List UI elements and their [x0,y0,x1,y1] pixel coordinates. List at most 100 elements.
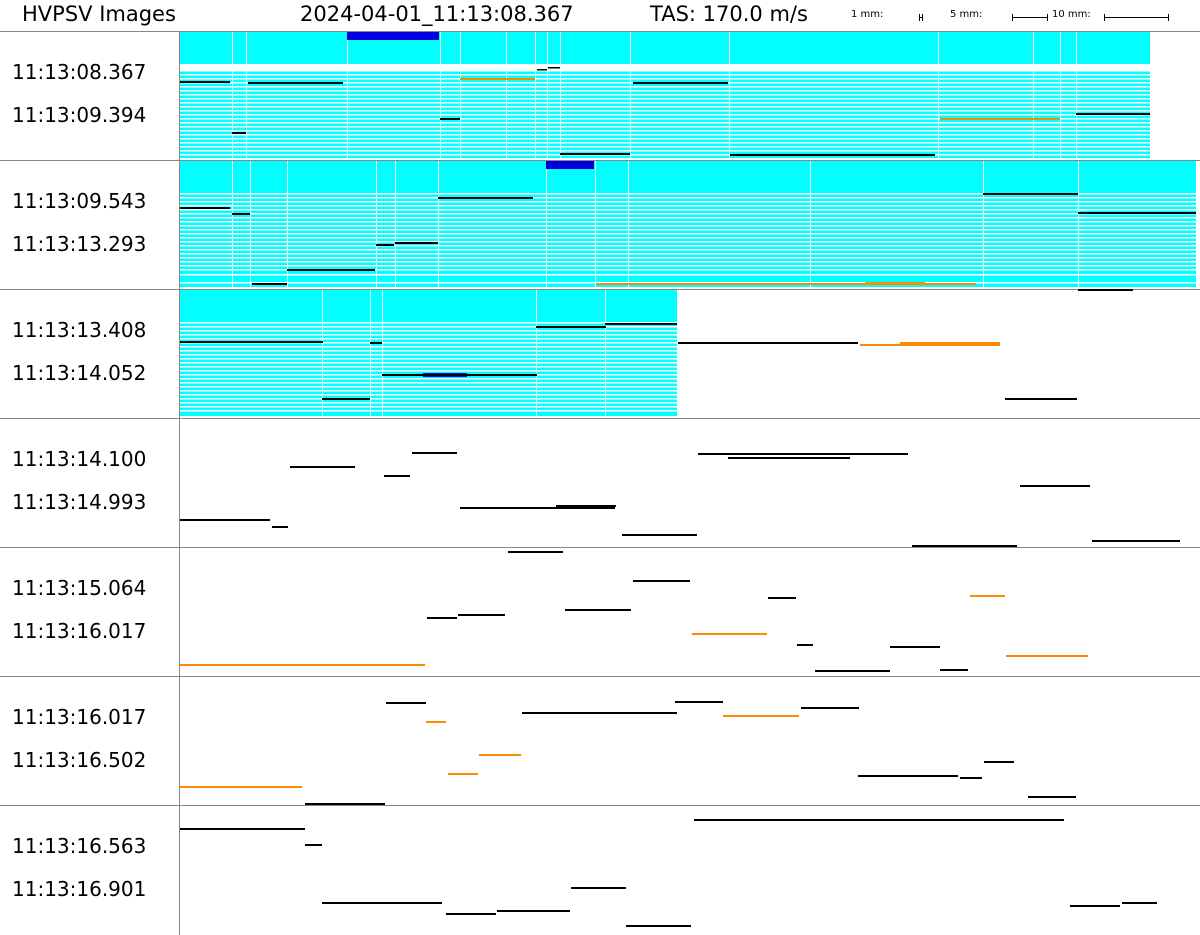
scan-gap [180,362,677,364]
buffer-boundary [250,161,251,287]
probe-title: HVPSV Images [22,2,176,26]
strip-start-time: 11:13:14.100 [12,447,147,471]
particle-image [386,702,426,704]
particle-image [815,670,890,672]
scan-gap [180,261,1196,263]
strip-end-time: 11:13:16.502 [12,748,147,772]
strip-start-time: 11:13:09.543 [12,189,147,213]
scan-gap [180,390,677,392]
strip-end-time: 11:13:14.052 [12,361,147,385]
image-timestamp: 2024-04-01_11:13:08.367 [300,2,574,26]
buffer-boundary [232,32,233,158]
scan-gap [180,282,1196,284]
scan-gap [180,378,677,380]
scan-gap [180,370,677,372]
particle-image [1006,655,1088,657]
particle-image [678,342,858,344]
particle-image [1076,113,1150,115]
scan-gap [180,150,1150,152]
particle-image [940,669,968,671]
buffer-boundary [546,161,547,287]
scan-gap [180,209,1196,211]
particle-image [983,193,1078,195]
scan-gap [180,382,677,384]
particle-image [382,374,537,376]
scan-gap [180,201,1196,203]
scan-gap [180,394,677,396]
scan-gap [180,330,677,332]
strip-start-time: 11:13:13.408 [12,318,147,342]
scan-gap [180,66,1150,68]
scan-gap [180,354,677,356]
buffer-boundary [810,161,811,287]
scan-gap [180,233,1196,235]
particle-image [723,715,799,717]
buffer-boundary [246,32,247,158]
particle-image [395,242,438,244]
strip-end-time: 11:13:14.993 [12,490,147,514]
buffer-boundary [605,290,606,416]
strip-end-time: 11:13:16.017 [12,619,147,643]
particle-image [1020,485,1090,487]
particle-image [728,457,850,459]
scan-gap [180,90,1150,92]
particle-image [984,761,1014,763]
particle-image [322,398,370,400]
strip-end-time: 11:13:16.901 [12,877,147,901]
image-strip [0,676,1200,806]
particle-image [427,617,457,619]
particle-image [622,534,697,536]
particle-image [890,646,940,648]
scan-gap [180,253,1196,255]
scan-gap [180,74,1150,76]
scan-gap [180,274,1196,276]
particle-image [305,803,385,805]
particle-image [970,595,1005,597]
scan-gap [180,322,677,324]
particle-image [960,777,982,779]
buffer-boundary [322,290,323,416]
scan-gap [180,134,1150,136]
particle-image [912,545,1017,547]
saturated-region [180,290,677,416]
particle-image [694,819,1064,821]
buffer-boundary [595,161,596,287]
particle-image [797,644,813,646]
scan-gap [180,86,1150,88]
buffer-boundary [460,32,461,158]
particle-image [438,197,533,199]
particle-image [446,913,496,915]
buffer-boundary [232,161,233,287]
particle-image [248,82,343,84]
scan-gap [180,334,677,336]
scale-10mm-label: 10 mm: [1052,9,1091,20]
scan-gap [180,225,1196,227]
particle-image [232,132,246,134]
scan-gap [180,114,1150,116]
particle-image [548,67,560,69]
particle-image [801,707,859,709]
particle-image [508,551,563,553]
buffer-boundary [347,32,348,158]
scan-gap [180,94,1150,96]
scale-5mm-bar [1012,14,1048,21]
particle-image [675,701,723,703]
image-header: HVPSV Images 2024-04-01_11:13:08.367 TAS… [0,0,1200,31]
particle-image [698,453,908,455]
particle-image [1005,398,1077,400]
particle-image [412,452,457,454]
buffer-boundary [1033,32,1034,158]
particle-image [560,153,630,155]
particle-image [633,580,690,582]
scan-gap [180,154,1150,156]
strip-start-time: 11:13:15.064 [12,576,147,600]
scan-gap [180,98,1150,100]
particle-image [180,341,323,343]
image-strip [0,31,1200,161]
particle-image [180,81,230,83]
buffer-boundary [382,290,383,416]
scan-gap [180,193,1196,195]
particle-image [565,609,631,611]
particle-image [633,82,728,84]
scan-gap [180,110,1150,112]
